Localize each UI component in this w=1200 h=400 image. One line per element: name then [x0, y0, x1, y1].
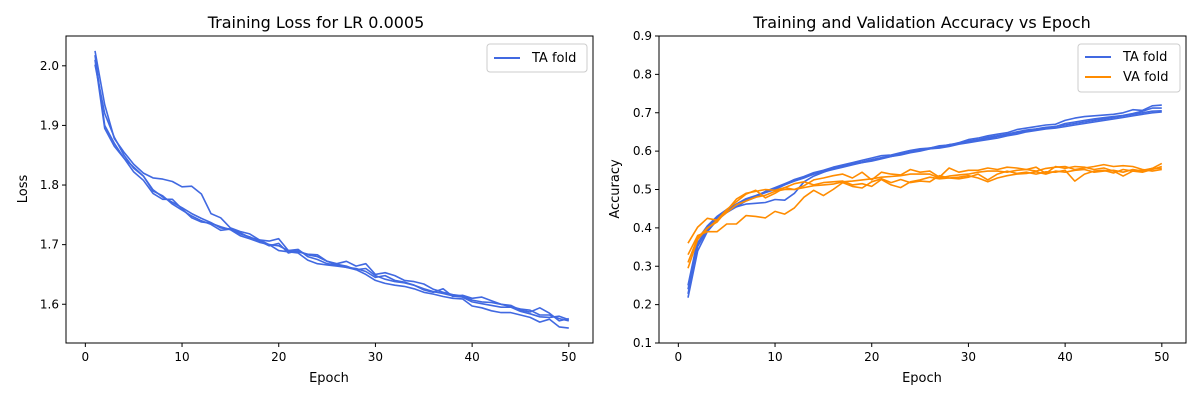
y-tick-label-3: 0.4 — [633, 221, 652, 235]
loss-chart-marks: 0 10 20 30 40 50 1.6 1.7 1.8 1.9 2.0 — [40, 50, 576, 364]
y-tick-label-4: 2.0 — [40, 59, 59, 73]
y-tick-label-2: 1.8 — [40, 178, 59, 192]
series-line-3 — [94, 64, 570, 321]
loss-chart-xlabel: Epoch — [309, 371, 349, 386]
y-tick-label-1: 1.7 — [40, 238, 59, 252]
accuracy-chart-frame — [658, 35, 1187, 344]
y-tick-label-7: 0.8 — [633, 67, 652, 81]
series-line-0 — [687, 110, 1162, 298]
loss-chart-title: Training Loss for LR 0.0005 — [207, 13, 425, 32]
accuracy-chart-title: Training and Validation Accuracy vs Epoc… — [752, 13, 1091, 32]
accuracy-chart: Training and Validation Accuracy vs Epoc… — [608, 13, 1187, 386]
x-tick-label-5: 50 — [1154, 350, 1169, 364]
x-tick-label-0: 0 — [82, 350, 90, 364]
loss-chart-legend: TA fold — [486, 43, 588, 73]
x-tick-label-4: 40 — [464, 350, 479, 364]
series-line-1 — [687, 107, 1162, 290]
loss-chart-frame — [65, 35, 594, 344]
legend-label-ta: TA fold — [1122, 50, 1167, 65]
loss-chart-ylabel: Loss — [16, 175, 31, 204]
x-tick-label-3: 30 — [368, 350, 383, 364]
legend-box — [486, 43, 588, 73]
y-tick-label-1: 0.2 — [633, 298, 652, 312]
legend-label-ta: TA fold — [531, 51, 576, 66]
series-line-4 — [687, 163, 1162, 244]
legend-label-va: VA fold — [1123, 70, 1168, 85]
series-line-7 — [687, 165, 1163, 269]
x-tick-label-1: 10 — [767, 350, 782, 364]
y-tick-label-8: 0.9 — [633, 29, 652, 43]
x-tick-label-3: 30 — [961, 350, 976, 364]
y-tick-label-0: 0.1 — [633, 336, 652, 350]
loss-chart: Training Loss for LR 0.0005 0 10 20 30 40 50 1… — [16, 13, 594, 386]
y-tick-label-6: 0.7 — [633, 106, 652, 120]
x-tick-label-0: 0 — [675, 350, 683, 364]
series-line-5 — [687, 167, 1162, 256]
y-tick-label-3: 1.9 — [40, 118, 59, 132]
x-tick-label-2: 20 — [271, 350, 286, 364]
series-line-2 — [94, 59, 569, 329]
series-line-3 — [687, 111, 1162, 295]
accuracy-chart-marks: 0 10 20 30 40 50 0.1 0.2 0.3 0.4 0.5 0.6 0.7 0.8 0.9 — [633, 29, 1170, 364]
x-tick-label-4: 40 — [1057, 350, 1072, 364]
series-line-1 — [94, 54, 569, 322]
x-tick-label-2: 20 — [864, 350, 879, 364]
y-tick-label-4: 0.5 — [633, 183, 652, 197]
series-line-6 — [687, 162, 1163, 263]
x-tick-label-1: 10 — [174, 350, 189, 364]
accuracy-chart-xlabel: Epoch — [902, 371, 942, 386]
y-tick-label-0: 1.6 — [40, 297, 59, 311]
y-tick-label-5: 0.6 — [633, 144, 652, 158]
accuracy-chart-ylabel: Accuracy — [608, 159, 623, 219]
series-line-0 — [94, 50, 569, 322]
x-tick-label-5: 50 — [561, 350, 576, 364]
y-tick-label-2: 0.3 — [633, 259, 652, 273]
accuracy-chart-legend: TA fold VA fold — [1077, 43, 1181, 93]
